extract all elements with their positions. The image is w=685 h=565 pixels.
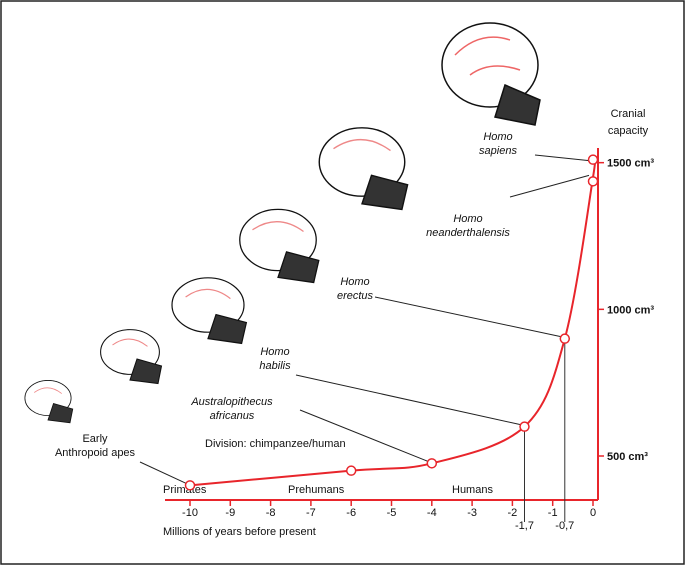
leader-line: [509, 174, 590, 198]
y-tick-label: 1500 cm³: [607, 158, 654, 170]
point-label: Homo: [453, 213, 482, 225]
point-label: Early: [82, 433, 108, 445]
point: [587, 176, 599, 187]
point-label: sapiens: [479, 145, 517, 157]
leader-line: [299, 409, 428, 462]
skull: [100, 329, 163, 385]
skull: [24, 379, 74, 424]
x-mark-label: -0,7: [555, 520, 574, 532]
x-tick-label: -5: [387, 507, 397, 519]
y-axis-title: capacity: [608, 125, 649, 137]
x-tick-label: -10: [182, 507, 198, 519]
region-label: Humans: [452, 484, 493, 496]
point: [519, 421, 530, 432]
point: [345, 465, 357, 476]
x-axis-title: Millions of years before present: [163, 526, 316, 538]
point-label: erectus: [337, 290, 374, 302]
leader-line: [534, 154, 590, 162]
point-label: Homo: [340, 276, 369, 288]
point-label: Homo: [483, 131, 512, 143]
x-tick-label: -4: [427, 507, 437, 519]
skull: [239, 208, 320, 284]
skull: [318, 127, 409, 211]
x-tick-label: -8: [266, 507, 276, 519]
y-axis-title: Cranial: [611, 108, 646, 120]
x-tick-label: 0: [590, 507, 596, 519]
leader-line: [139, 461, 187, 484]
region-label: Primates: [163, 484, 207, 496]
point-label: neanderthalensis: [426, 227, 510, 239]
point: [184, 480, 196, 491]
point: [587, 154, 599, 165]
point-label: Australopithecus: [190, 396, 273, 408]
region-label: Prehumans: [288, 484, 345, 496]
x-tick-label: -6: [346, 507, 356, 519]
point-label: africanus: [210, 410, 255, 422]
leader-line: [295, 374, 521, 426]
point-label: Division: chimpanzee/human: [205, 438, 346, 450]
skulls: [24, 22, 541, 424]
point-label: Anthropoid apes: [55, 447, 136, 459]
x-mark-label: -1,7: [515, 520, 534, 532]
y-tick-label: 500 cm³: [607, 451, 648, 463]
y-tick-label: 1000 cm³: [607, 304, 654, 316]
skull: [441, 22, 541, 126]
x-tick-label: -7: [306, 507, 316, 519]
x-tick-label: -9: [225, 507, 235, 519]
point: [559, 333, 571, 344]
skull: [171, 277, 248, 345]
point-label: Homo: [260, 346, 289, 358]
x-tick-label: -2: [508, 507, 518, 519]
point-label: habilis: [259, 360, 291, 372]
leader-line: [374, 296, 561, 338]
x-tick-label: -3: [467, 507, 477, 519]
x-tick-label: -1: [548, 507, 558, 519]
point: [426, 458, 438, 469]
